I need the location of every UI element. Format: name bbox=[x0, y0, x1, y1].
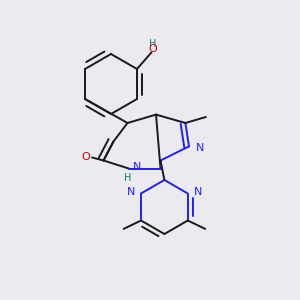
Text: H: H bbox=[124, 172, 131, 183]
Text: N: N bbox=[133, 162, 142, 172]
Text: N: N bbox=[127, 187, 135, 197]
Text: N: N bbox=[196, 143, 205, 153]
Text: O: O bbox=[148, 44, 157, 54]
Text: H: H bbox=[149, 39, 157, 49]
Text: N: N bbox=[194, 187, 202, 197]
Text: O: O bbox=[81, 152, 90, 163]
